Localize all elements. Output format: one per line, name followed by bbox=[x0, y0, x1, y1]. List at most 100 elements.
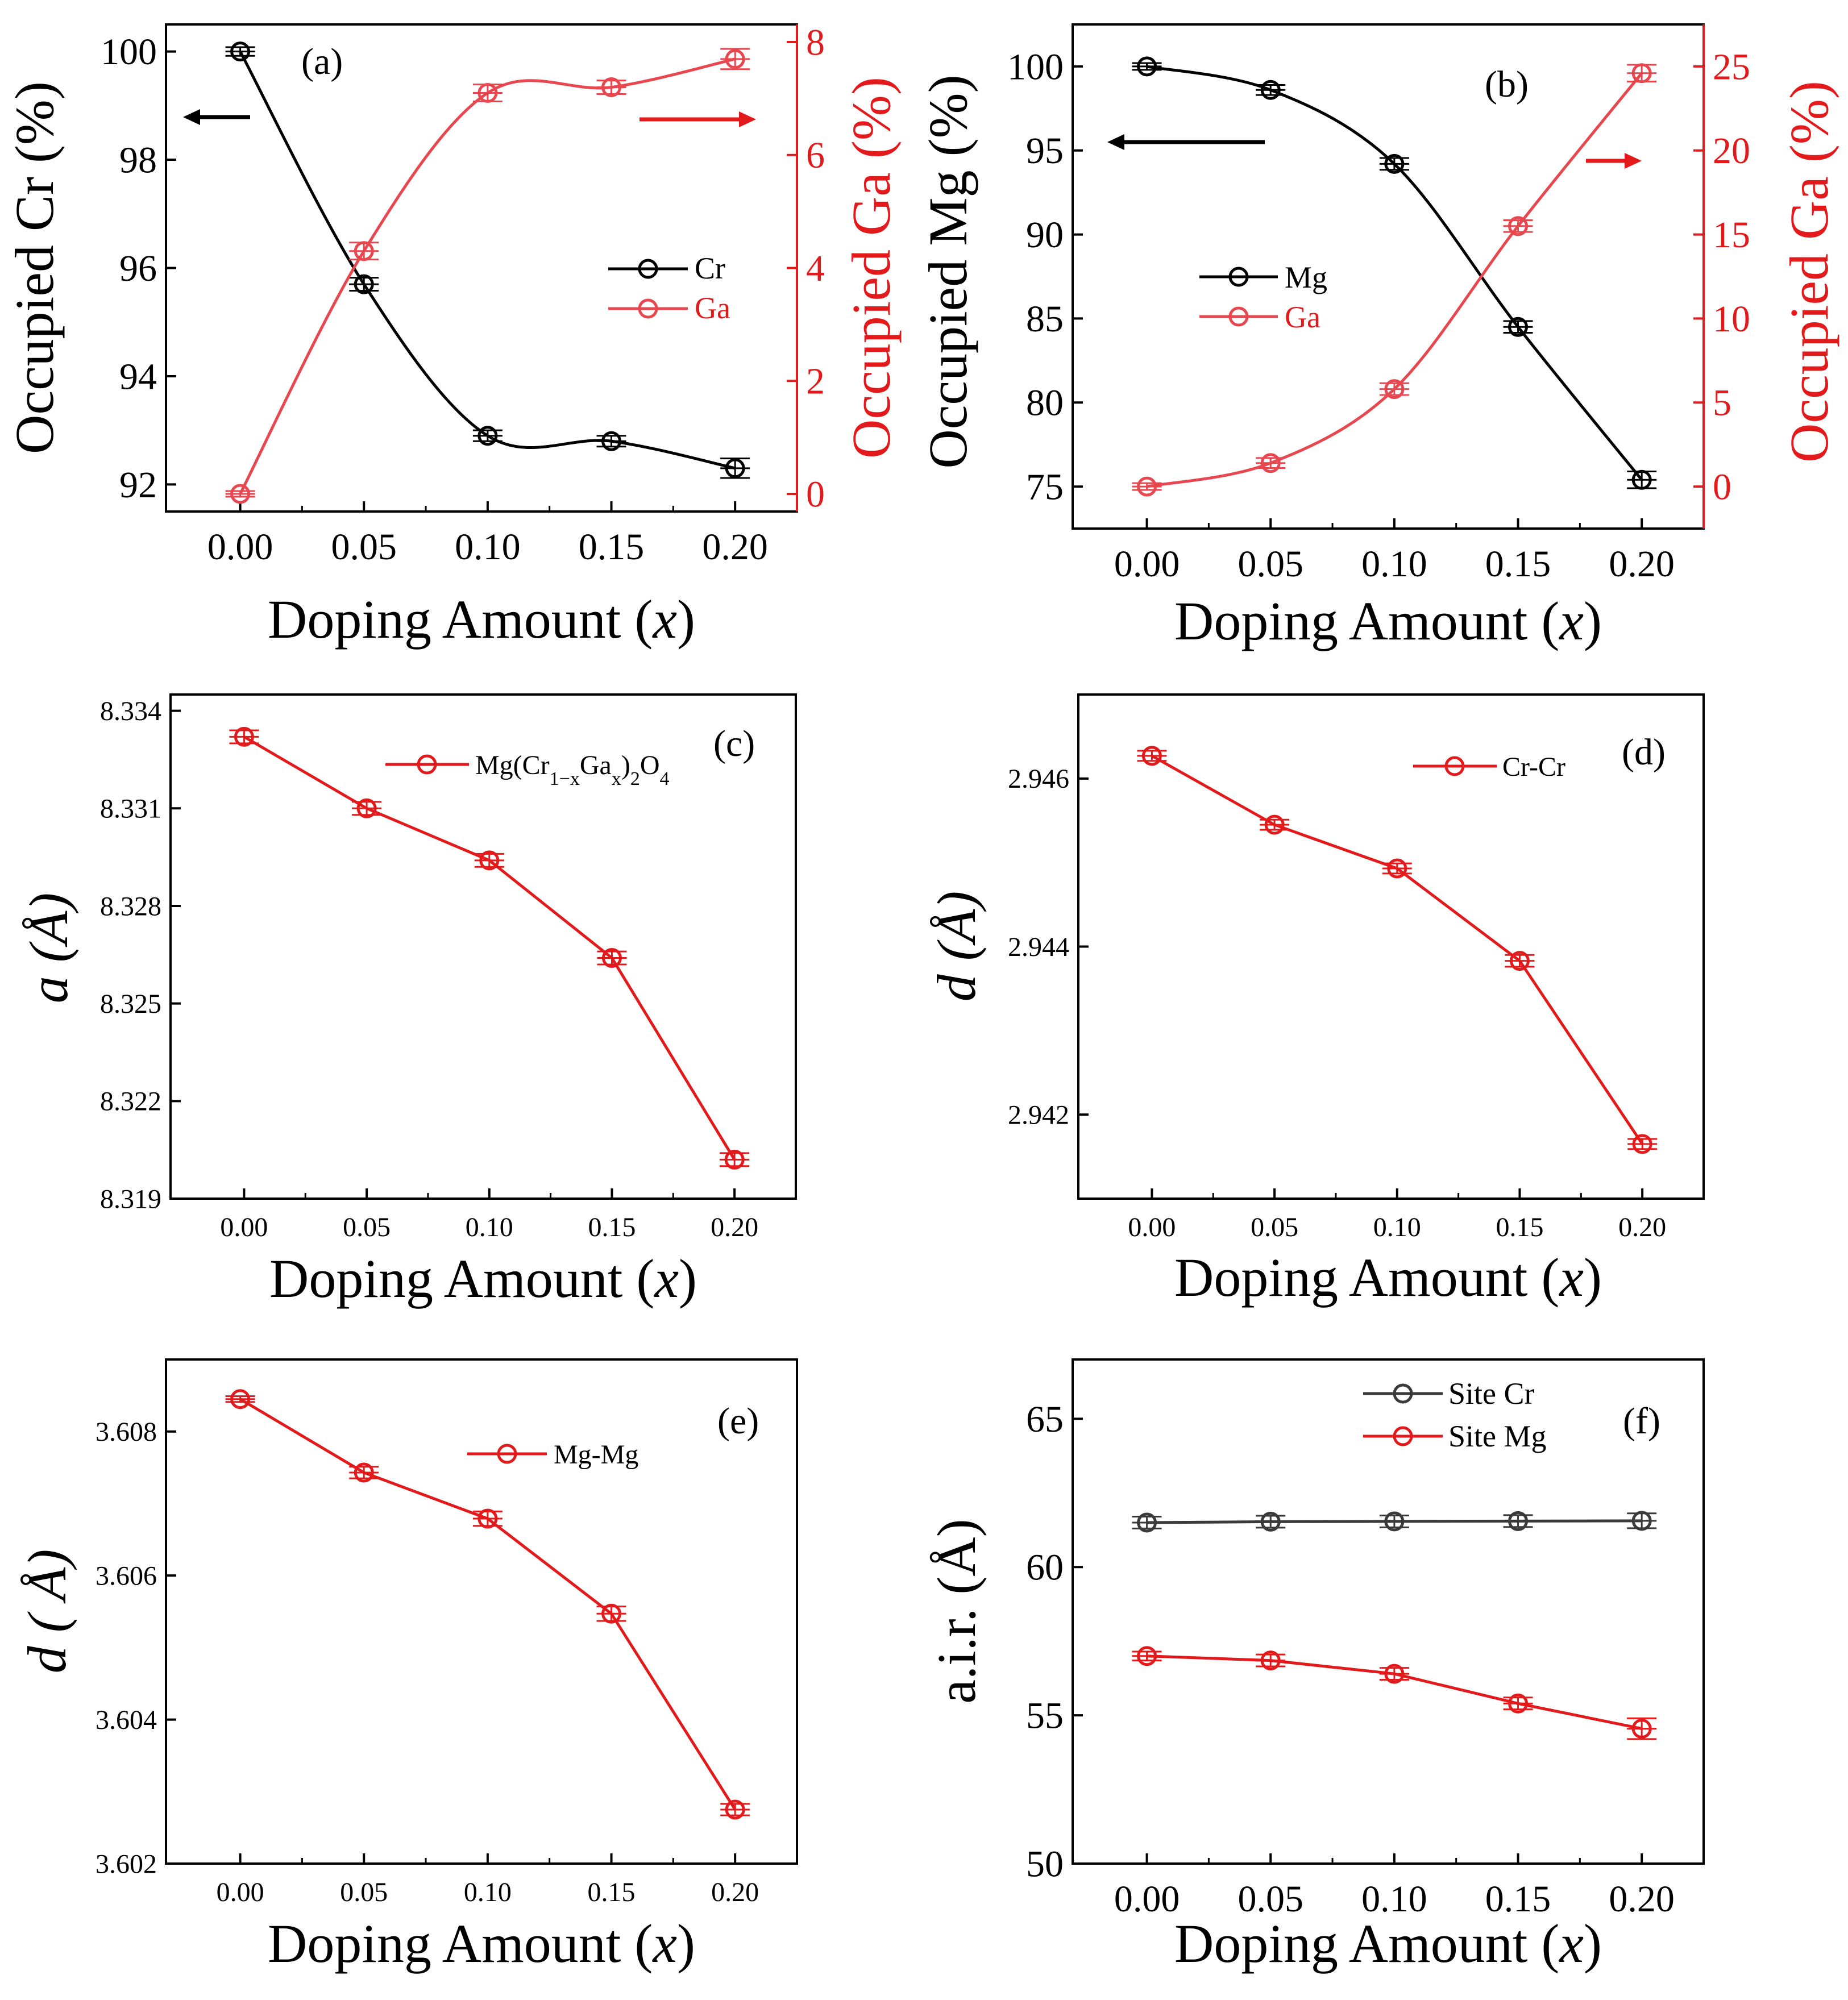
series-line-cr-cr bbox=[1151, 754, 1644, 1145]
error-bar bbox=[1379, 157, 1409, 171]
y-axis-title: a.i.r. (Å) bbox=[926, 1519, 987, 1703]
data-point-cr bbox=[230, 41, 251, 62]
data-point-mg-cr1-xgax-2o4 bbox=[724, 1149, 745, 1170]
error-bar bbox=[225, 1395, 255, 1403]
data-point-ga bbox=[601, 77, 622, 98]
data-point-mg-cr1-xgax-2o4 bbox=[479, 850, 500, 871]
x-tick-label: 0.10 bbox=[1373, 1212, 1421, 1242]
y-tick-label: 2.942 bbox=[1008, 1100, 1069, 1130]
y-tick-label: 85 bbox=[1026, 298, 1064, 340]
error-bar bbox=[1256, 1515, 1286, 1529]
data-point-site-mg bbox=[1384, 1664, 1405, 1684]
y2-axis-title: Occupied Ga (%) bbox=[1779, 81, 1839, 463]
legend-label-ga: Ga bbox=[1285, 300, 1320, 334]
x-tick-label: 0.15 bbox=[1485, 1878, 1551, 1920]
error-bar bbox=[1627, 470, 1657, 489]
series-line-ga bbox=[1147, 72, 1643, 488]
data-point-mg bbox=[1508, 317, 1529, 337]
data-point-site-cr bbox=[1260, 1511, 1281, 1532]
legend: Cr-Cr bbox=[1413, 752, 1565, 782]
right-axis-arrowhead-icon bbox=[1625, 153, 1642, 169]
error-bar bbox=[1505, 954, 1535, 968]
x-axis-title: Doping Amount (x) bbox=[1174, 1247, 1602, 1308]
panel-d: 0.00 0.05 0.10 0.15 0.20 2.942 2.944 2.946 (d)… bbox=[926, 693, 1705, 1308]
series-line-site-mg bbox=[1147, 1654, 1642, 1731]
x-tick-label: 0.20 bbox=[711, 1877, 759, 1907]
y-tick-label: 65 bbox=[1026, 1399, 1064, 1440]
y-tick-label: 8.319 bbox=[100, 1184, 161, 1214]
data-point-ga bbox=[354, 241, 374, 261]
y2-axis-ticks: 0 5 10 15 20 25 bbox=[1693, 24, 1750, 529]
x-tick-label: 0.05 bbox=[343, 1212, 391, 1242]
legend-marker bbox=[497, 1444, 517, 1464]
data-point-cr bbox=[354, 274, 374, 294]
right-axis-arrowhead-icon bbox=[739, 111, 756, 127]
x-axis-ticks: 0.00 0.05 0.10 0.15 0.20 bbox=[1114, 518, 1675, 585]
panel-a: 0.00 0.05 0.10 0.15 0.20 92 94 96 98 100 0 2 4 6 8 (… bbox=[4, 22, 902, 650]
series-layer bbox=[225, 41, 750, 504]
y2-tick-label: 2 bbox=[806, 361, 825, 402]
data-point-site-mg bbox=[1137, 1646, 1157, 1666]
x-tick-label: 0.20 bbox=[711, 1212, 758, 1242]
legend-marker-site-cr bbox=[1393, 1383, 1413, 1404]
legend-label-site-mg: Site Mg bbox=[1448, 1419, 1547, 1453]
x-tick-label: 0.10 bbox=[1361, 1878, 1427, 1920]
panel-f: 0.00 0.05 0.10 0.15 0.20 50 55 60 65 (f) Doping… bbox=[926, 1358, 1705, 1974]
error-bar bbox=[1627, 1138, 1658, 1150]
y-axis-ticks: 92 94 96 98 100 bbox=[101, 31, 176, 506]
data-point-mg-mg bbox=[725, 1799, 745, 1820]
series-layer bbox=[229, 726, 750, 1170]
x-axis-ticks: 0.00 0.05 0.10 0.15 0.20 bbox=[220, 1188, 758, 1242]
x-tick-label: 0.00 bbox=[1114, 1878, 1180, 1920]
x-tick-label: 0.00 bbox=[207, 526, 273, 568]
y-tick-label: 3.608 bbox=[95, 1417, 157, 1447]
data-point-site-mg bbox=[1631, 1719, 1652, 1739]
y-tick-label: 2.944 bbox=[1008, 932, 1069, 962]
error-bar bbox=[1256, 1653, 1286, 1668]
y2-tick-label: 0 bbox=[1713, 467, 1731, 508]
error-bar bbox=[596, 80, 626, 95]
x-tick-label: 0.05 bbox=[1237, 1878, 1303, 1920]
series-line-mg bbox=[1147, 65, 1643, 481]
panel-label: (f) bbox=[1623, 1400, 1660, 1442]
x-tick-label: 0.10 bbox=[1361, 543, 1427, 585]
panel-e: 0.00 0.05 0.10 0.15 0.20 3.6023.6043.6063.60… bbox=[16, 1358, 798, 1974]
panel-label: (c) bbox=[713, 723, 755, 764]
data-point-site-cr bbox=[1137, 1512, 1157, 1533]
y2-tick-label: 8 bbox=[806, 22, 825, 63]
series-layer bbox=[1132, 1511, 1657, 1740]
y2-tick-label: 0 bbox=[806, 473, 825, 515]
legend-marker bbox=[1444, 756, 1465, 776]
data-point-mg bbox=[1631, 469, 1652, 490]
y2-tick-label: 6 bbox=[806, 135, 825, 176]
x-axis-title: Doping Amount (x) bbox=[268, 589, 695, 650]
series-line-ga bbox=[239, 57, 736, 495]
y-tick-label: 8.322 bbox=[100, 1087, 161, 1117]
x-tick-label: 0.05 bbox=[340, 1877, 388, 1907]
error-bar bbox=[225, 46, 255, 57]
legend: Mg-Mg bbox=[467, 1440, 638, 1470]
x-tick-label: 0.10 bbox=[464, 1877, 512, 1907]
data-point-mg-mg bbox=[354, 1462, 374, 1483]
y-axis-ticks: 8.319 8.322 8.325 8.328 8.331 8.334 bbox=[100, 696, 181, 1214]
error-bar bbox=[1379, 1667, 1409, 1681]
y-tick-label: 2.946 bbox=[1008, 764, 1069, 794]
x-tick-label: 0.00 bbox=[1114, 543, 1180, 585]
x-tick-label: 0.15 bbox=[588, 1877, 636, 1907]
data-point-mg bbox=[1260, 80, 1281, 100]
data-point-cr-cr bbox=[1509, 951, 1530, 971]
y2-tick-label: 4 bbox=[806, 248, 825, 289]
error-bar bbox=[1503, 1514, 1533, 1528]
legend-label-cr: Cr bbox=[695, 251, 725, 285]
plot-frame bbox=[165, 1358, 798, 1865]
y-tick-label: 92 bbox=[119, 464, 157, 506]
legend-marker-site-mg bbox=[1393, 1426, 1413, 1446]
panel-b: 0.00 0.05 0.10 0.15 0.20 75 80 85 90 95 100 0 5 10 1… bbox=[917, 23, 1839, 651]
legend: Cr Ga bbox=[608, 251, 730, 325]
x-axis-title: Doping Amount (x) bbox=[269, 1248, 697, 1309]
y-axis-ticks: 3.602 3.604 3.606 3.608 bbox=[95, 1417, 176, 1879]
data-point-ga bbox=[1631, 63, 1652, 84]
error-bar bbox=[472, 429, 503, 442]
x-tick-label: 0.15 bbox=[1496, 1212, 1543, 1242]
y-axis-title: d ( Å) bbox=[16, 1549, 77, 1674]
